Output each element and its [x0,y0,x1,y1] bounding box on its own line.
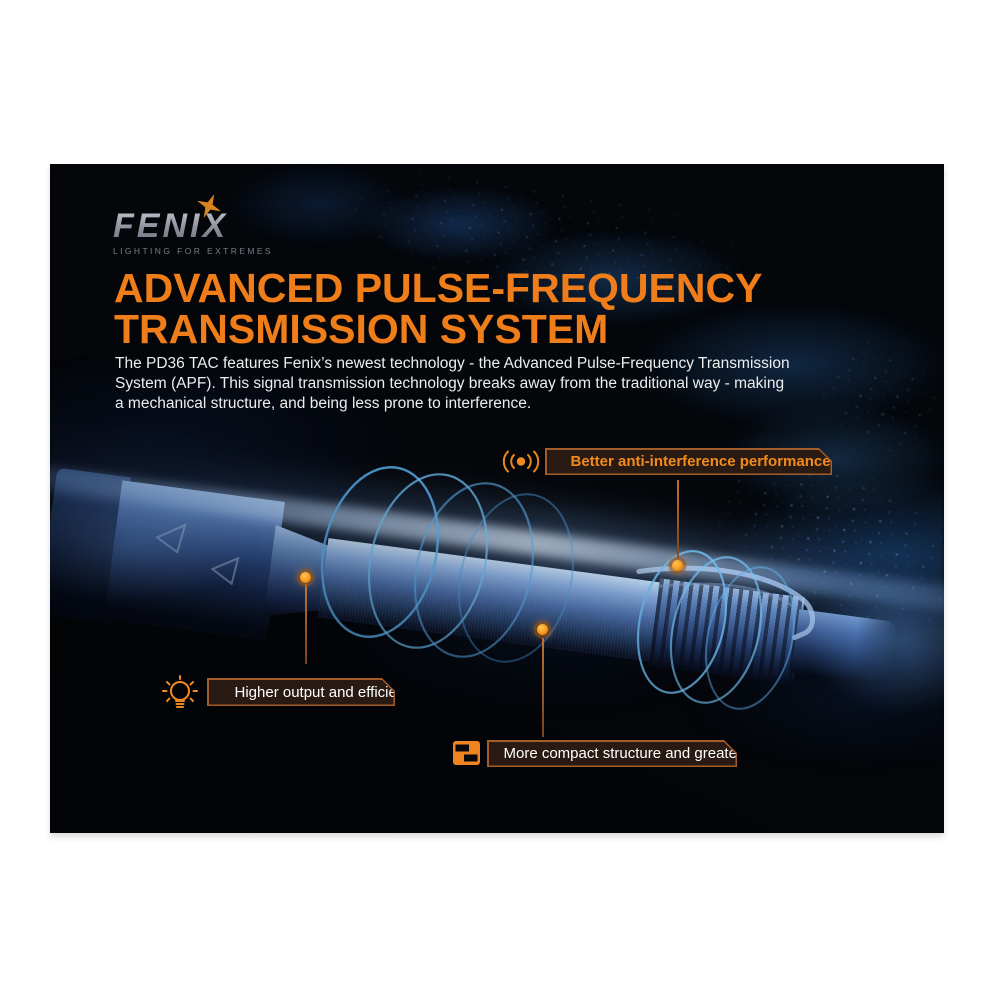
warning-engravings [155,523,240,586]
headline-line1: ADVANCED PULSE-FREQUENCY [114,265,763,311]
bulb-icon [162,675,198,708]
headline: ADVANCED PULSE-FREQUENCY TRANSMISSION SY… [114,268,762,350]
brand-tagline: LIGHTING FOR EXTREMES [113,246,273,256]
fenix-logo: FENIX LIGHTING FOR EXTREMES [113,194,273,256]
signal-icon [502,450,540,473]
callout-anti-interference: Better anti-interference performance [545,448,832,475]
leader-line-higher-output [305,584,307,664]
marker-anti-interference [672,560,683,571]
callout-label: More compact structure and greater light [503,745,774,762]
vignette [50,164,944,833]
marker-higher-output [300,572,311,583]
product-banner: FENIX LIGHTING FOR EXTREMES ADVANCED PUL… [50,164,944,833]
description-line3: a mechanical structure, and being less p… [115,395,532,412]
brand-name: FENIX [113,209,273,243]
description: The PD36 TAC features Fenix’s newest tec… [115,354,790,414]
callout-label: Better anti-interference performance [570,453,831,470]
headline-line2: TRANSMISSION SYSTEM [114,306,609,352]
head-beam-glow [50,482,254,602]
description-line1: The PD36 TAC features Fenix’s newest tec… [115,355,790,372]
compact-icon [453,741,480,765]
callout-compact: More compact structure and greater light [487,740,737,767]
leader-line-anti-interference [677,480,679,558]
callout-label: Higher output and efficiency [234,683,421,701]
leader-line-compact [542,638,544,737]
callout-higher-output: Higher output and efficiency [207,678,395,706]
logo-star-icon [197,194,221,218]
description-line2: System (APF). This signal transmission t… [115,375,785,392]
marker-compact [537,624,548,635]
